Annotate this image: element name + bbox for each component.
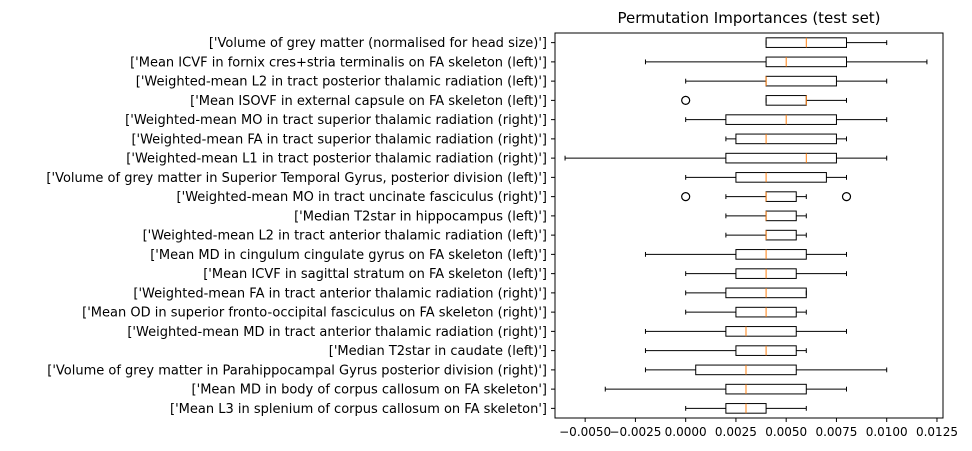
- chart-title: Permutation Importances (test set): [617, 9, 880, 27]
- box-group: [685, 268, 848, 279]
- x-tick-label: 0.0025: [715, 425, 757, 439]
- x-tick-label: 0.0075: [815, 425, 857, 439]
- x-tick-label: 0.0050: [765, 425, 807, 439]
- y-tick-label: ['Volume of grey matter (normalised for …: [209, 36, 547, 51]
- y-tick-label: ['Weighted-mean L1 in tract posterior th…: [126, 152, 547, 167]
- y-tick-labels: ['Volume of grey matter (normalised for …: [46, 36, 555, 417]
- flier-point: [681, 192, 691, 202]
- y-tick-label: ['Mean ICVF in fornix cres+stria termina…: [130, 55, 547, 70]
- x-tick-label: −0.0025: [609, 425, 661, 439]
- flier-point: [681, 95, 691, 105]
- box-group: [685, 403, 807, 414]
- box-group: [725, 229, 807, 241]
- box-iqr: [735, 249, 807, 260]
- box-iqr: [765, 191, 797, 202]
- box-iqr: [765, 229, 797, 241]
- x-axis: −0.0050−0.0025 0.0000 0.0025 0.0050 0.0075 0.…: [559, 418, 958, 439]
- y-tick-label: ['Volume of grey matter in Superior Temp…: [46, 171, 547, 186]
- x-tick-label: 0.0000: [665, 425, 707, 439]
- y-tick-label: ['Weighted-mean FA in tract anterior tha…: [133, 286, 547, 301]
- y-tick-label: ['Weighted-mean FA in tract superior tha…: [131, 132, 547, 147]
- box-group: [765, 37, 888, 48]
- box-group: [685, 287, 807, 299]
- flier-point: [841, 192, 852, 202]
- box-group: [644, 326, 848, 337]
- box-group: [725, 133, 848, 145]
- boxes: [564, 37, 928, 414]
- box-group: [685, 172, 848, 183]
- box-iqr: [725, 383, 807, 395]
- box-iqr: [735, 133, 837, 145]
- box-group: [644, 345, 807, 356]
- y-tick-label: ['Mean OD in superior fronto-occipital f…: [82, 306, 547, 321]
- y-tick-label: ['Mean MD in body of corpus callosum on …: [192, 383, 547, 398]
- box-group: [685, 114, 888, 125]
- box-iqr: [765, 56, 848, 68]
- x-tick-label: 0.0125: [916, 425, 958, 439]
- x-tick-label: 0.0100: [866, 425, 908, 439]
- y-tick-label: ['Weighted-mean L2 in tract posterior th…: [136, 75, 547, 90]
- box-group: [644, 56, 928, 68]
- y-tick-label: ['Mean ICVF in sagittal stratum on FA sk…: [203, 267, 547, 282]
- box-group: [681, 95, 848, 106]
- box-iqr: [765, 95, 807, 106]
- box-iqr: [725, 114, 837, 125]
- box-group: [725, 210, 807, 222]
- y-tick-label: ['Weighted-mean MO in tract uncinate fas…: [177, 190, 547, 205]
- box-iqr: [725, 152, 837, 164]
- y-tick-label: ['Volume of grey matter in Parahippocamp…: [47, 363, 547, 378]
- y-tick-label: ['Mean ISOVF in external capsule on FA s…: [190, 94, 547, 109]
- box-iqr: [735, 172, 827, 183]
- y-tick-label: ['Weighted-mean MO in tract superior tha…: [125, 113, 547, 128]
- box-group: [564, 152, 888, 164]
- box-group: [685, 306, 807, 318]
- x-tick-label: −0.0050: [559, 425, 611, 439]
- y-tick-label: ['Weighted-mean L2 in tract anterior tha…: [143, 229, 547, 244]
- y-tick-label: ['Weighted-mean MD in tract anterior tha…: [127, 325, 547, 340]
- y-tick-label: ['Mean MD in cingulum cingulate gyrus on…: [150, 248, 547, 263]
- box-iqr: [725, 326, 797, 337]
- box-iqr: [765, 75, 837, 87]
- box-group: [604, 383, 848, 395]
- plot-frame: [554, 32, 944, 419]
- y-tick-label: ['Mean L3 in splenium of corpus callosum…: [170, 402, 547, 417]
- box-group: [681, 191, 852, 202]
- box-iqr: [765, 210, 797, 222]
- y-tick-label: ['Median T2star in caudate (left)']: [329, 344, 547, 359]
- y-tick-label: ['Median T2star in hippocampus (left)']: [294, 209, 547, 224]
- box-group: [644, 364, 888, 376]
- box-group: [644, 249, 848, 260]
- box-group: [685, 75, 888, 87]
